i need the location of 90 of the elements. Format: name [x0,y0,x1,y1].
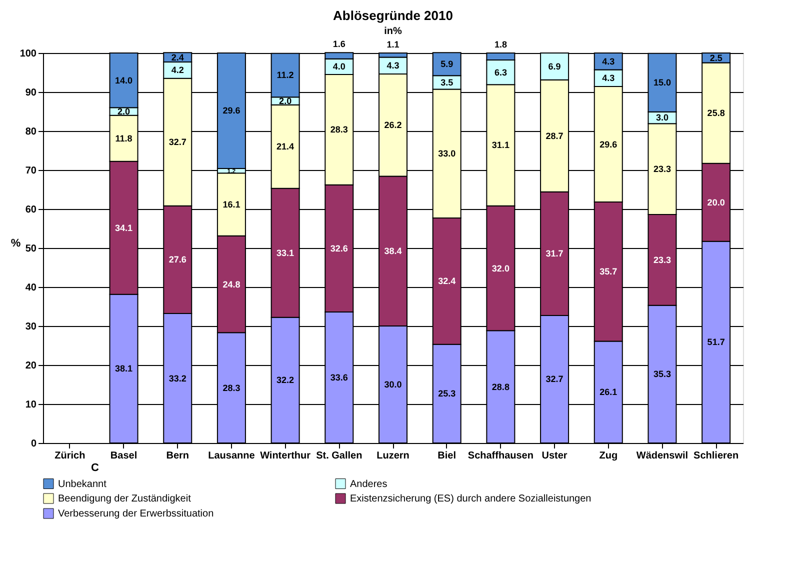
y-tick-label: 0 [30,438,37,450]
data-label: 21.4 [276,142,294,152]
data-label: 27.6 [168,254,186,265]
data-label: 2.4 [171,52,184,62]
legend-label: Existenzsicherung (ES) durch andere Sozialleistungen [350,494,592,504]
x-tick-label: Winterthur [260,450,311,462]
legend-label: Anderes [350,478,388,490]
data-label: 4.3 [602,56,615,66]
data-label: 28.3 [222,382,240,393]
data-label: 38.4 [384,246,402,256]
data-label: 35.7 [600,266,618,277]
data-label: 38.1 [115,364,133,374]
data-label: 34.1 [115,222,133,233]
data-label: 32.2 [276,375,294,386]
data-label: 33.0 [438,148,456,159]
x-tick-label: Bern [166,450,190,462]
y-tick-label: 30 [25,322,37,332]
data-label: 28.8 [492,382,510,392]
y-tick-label: 50 [25,244,37,254]
y-tick-label: 90 [25,88,37,98]
data-label: 51.7 [707,337,725,348]
data-label: 2.0 [279,96,292,106]
data-label: 33.1 [276,248,294,258]
y-tick-label: 100 [20,48,37,60]
x-tick-label: Lausanne [208,450,256,462]
data-label: 29.6 [222,106,240,116]
legend-label: Unbekannt [58,478,107,490]
data-label: 25.8 [707,108,725,118]
data-label: 2.0 [118,106,130,116]
data-label: 4.0 [332,62,346,72]
data-label: 20.0 [707,197,725,208]
data-label: 25.3 [438,388,456,399]
text: C [91,462,100,474]
data-label: 33.6 [330,372,348,382]
data-label: 35.3 [653,369,671,380]
data-label: 1.8 [494,39,507,50]
data-label: 4.3 [386,60,400,71]
data-label: 26.2 [384,120,402,130]
x-tick-label: Uster [542,450,568,462]
data-label: 33.2 [168,373,186,384]
x-tick-label: Basel [110,450,138,462]
data-label: 32.4 [438,276,456,286]
x-tick-label: Zug [599,450,618,462]
legend-label: Verbesserung der Erwerbssituation [58,508,214,520]
data-label: 6.9 [548,61,561,72]
y-tick-label: 20 [25,360,37,372]
data-label: 6.3 [494,67,507,78]
x-tick-label: Wädenswil [636,450,688,462]
y-tick-label: 10 [25,400,37,410]
data-label: 4.2 [171,65,184,76]
legend-label: Beendigung der Zuständigkeit [58,494,192,504]
data-label: 29.6 [600,139,618,150]
x-tick-label: Zürich [54,450,86,462]
x-tick-label: St. Gallen [316,450,362,462]
data-label: 14.0 [115,75,133,86]
x-tick-label: Biel [438,450,456,462]
y-tick-label: 70 [25,166,37,176]
y-axis-title: % [10,238,21,250]
data-label: 11.2 [276,70,294,80]
data-label: 1.1 [386,39,400,50]
data-label: 32.0 [492,263,510,274]
data-label: 23.3 [653,164,671,174]
data-label: 5.9 [440,59,454,70]
data-label: 31.1 [492,140,510,150]
data-label: 28.3 [330,124,348,135]
data-label: 23.3 [653,254,671,265]
data-label: 31.7 [546,248,564,259]
y-tick-label: 80 [25,126,37,138]
x-tick-label: Schlieren [694,450,739,462]
y-tick-label: 60 [25,204,37,216]
data-label: 3.0 [656,112,668,123]
data-label: 28.7 [546,130,564,141]
data-label: 32.7 [546,374,564,384]
x-tick-label: Luzern [376,450,410,462]
x-tick-label: Schaffhausen [468,450,534,462]
data-label: 2.5 [710,52,722,63]
data-label: 24.8 [222,279,240,290]
chart-title: Ablösegründe 2010 [333,8,453,24]
data-label: 4.3 [602,73,615,84]
data-label: 11.8 [115,133,132,144]
data-label: 32.6 [330,243,348,254]
data-label: 3.5 [440,77,454,88]
data-label: 1.6 [332,39,346,50]
data-label: 15.0 [653,78,671,88]
y-tick-label: 40 [25,282,37,294]
data-label: 16.1 [222,200,240,210]
data-label: 32.7 [168,137,186,148]
data-label: 26.1 [600,387,618,398]
chart-subtitle: in% [384,26,402,38]
data-label: 30.0 [384,380,402,390]
